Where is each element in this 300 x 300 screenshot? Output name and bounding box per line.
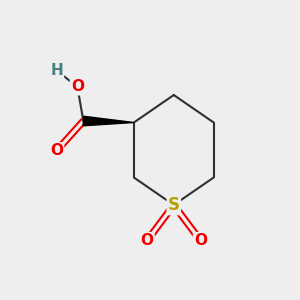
Text: H: H: [50, 63, 63, 78]
Polygon shape: [83, 116, 134, 126]
Text: S: S: [168, 196, 180, 214]
Text: O: O: [71, 79, 84, 94]
Text: O: O: [140, 233, 154, 248]
Text: O: O: [194, 233, 207, 248]
Text: O: O: [50, 143, 63, 158]
